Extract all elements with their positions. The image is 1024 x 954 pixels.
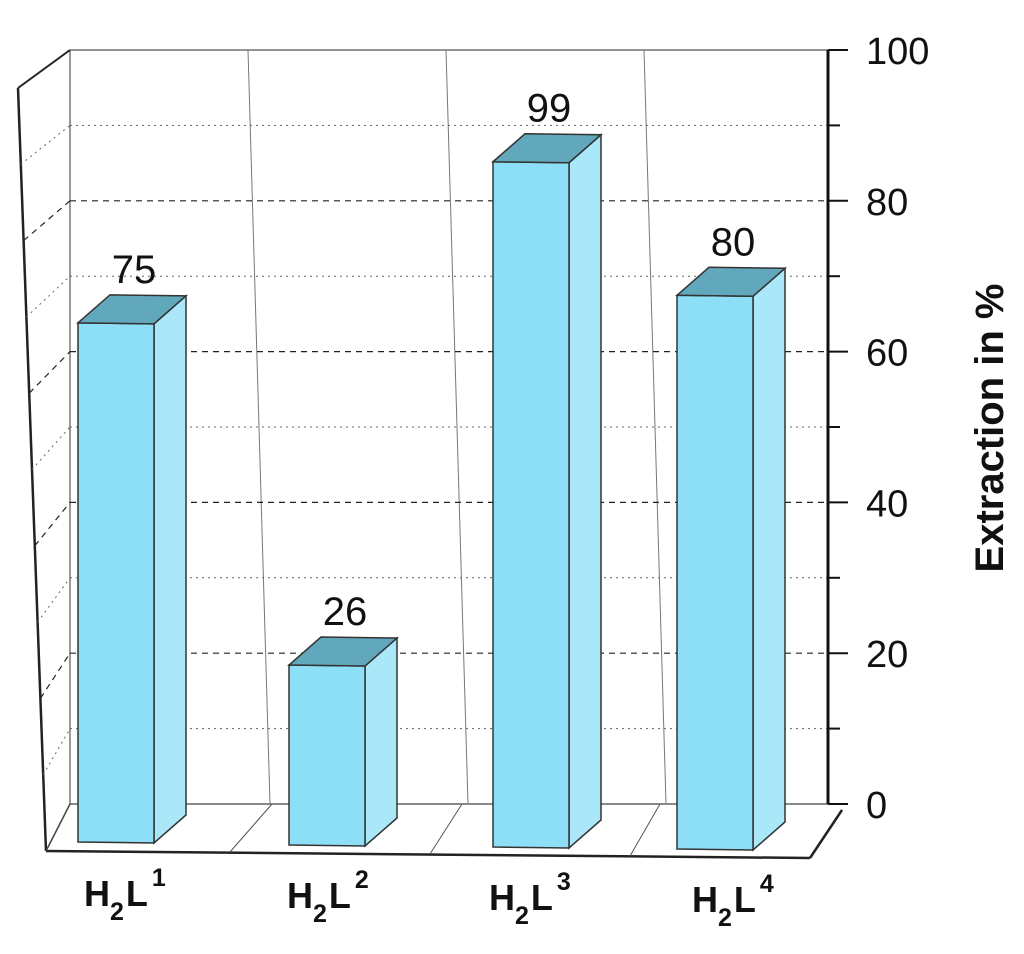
category-label-l: L	[734, 879, 756, 920]
category-label-subscript: 2	[515, 902, 529, 930]
minor-gridline-left-wall	[26, 275, 71, 318]
major-gridline-left-wall	[34, 502, 71, 547]
category-label-subscript: 2	[718, 904, 732, 932]
floor-separator	[229, 803, 273, 853]
minor-gridline-left-wall	[42, 728, 71, 775]
left-wall-top-edge	[17, 49, 71, 89]
y-tick-label: 0	[866, 785, 887, 827]
back-wall-separator	[643, 49, 667, 805]
bar-2: 26	[287, 590, 399, 848]
data-label: 26	[323, 590, 368, 634]
category-label-l: L	[126, 873, 148, 914]
bar-front-face	[288, 664, 366, 847]
category-label-superscript: 3	[557, 868, 571, 896]
minor-gridline-left-wall	[37, 577, 71, 623]
y-axis: 0 20 40 60 80 100	[826, 31, 929, 827]
bar-side-face	[153, 294, 187, 845]
bar-top-face	[76, 294, 188, 325]
category-label: H2L 2	[287, 866, 369, 928]
bar-front-face	[676, 294, 754, 851]
floor-separator	[629, 803, 661, 857]
bar-top-face	[675, 266, 787, 298]
bar-front-face	[492, 160, 570, 849]
category-label-h: H	[84, 873, 110, 914]
floor-right-edge	[808, 809, 844, 859]
category-label: H2L 4	[692, 870, 774, 932]
category-label-h: H	[692, 879, 718, 920]
floor-left-edge	[45, 803, 71, 852]
back-wall-separator	[247, 49, 271, 805]
y-tick-label: 60	[866, 333, 908, 375]
category-label-l: L	[531, 877, 553, 918]
category-label-superscript: 4	[760, 870, 774, 898]
major-gridline-left-wall	[39, 652, 71, 699]
category-label-h: H	[489, 877, 515, 918]
y-tick-label: 20	[866, 634, 908, 676]
y-axis-title: Extraction in %	[968, 284, 1012, 573]
data-label: 75	[112, 248, 157, 292]
minor-gridline-left-wall	[20, 125, 71, 165]
y-tick-label: 80	[866, 182, 908, 224]
category-label-subscript: 2	[110, 898, 124, 926]
category-label-h: H	[287, 875, 313, 916]
data-label: 80	[711, 220, 756, 264]
minor-gridline-left-wall	[31, 426, 71, 470]
bar-front-face	[77, 322, 155, 844]
bars: 75 26 99 80	[76, 87, 787, 852]
category-label-subscript: 2	[313, 900, 327, 928]
category-label-l: L	[329, 875, 351, 916]
y-tick-label: 100	[866, 31, 929, 73]
floor-separator	[429, 803, 463, 855]
bar-top-face	[491, 132, 603, 164]
category-labels: H2L 1 H2L 2 H2L 3 H2L 4	[84, 864, 774, 932]
bar-top-face	[287, 636, 399, 667]
bar-side-face	[752, 266, 786, 852]
bar-3: 99	[491, 87, 603, 850]
category-label: H2L 3	[489, 868, 571, 930]
back-wall-separator	[445, 49, 469, 805]
major-gridline-left-wall	[28, 351, 71, 394]
major-gridline-left-wall	[23, 200, 71, 242]
bar-side-face	[364, 636, 398, 848]
category-label-superscript: 1	[152, 864, 166, 892]
y-tick-label: 40	[866, 483, 908, 525]
category-label: H2L 1	[84, 864, 166, 926]
bar-side-face	[568, 133, 602, 850]
category-label-superscript: 2	[355, 866, 369, 894]
data-label: 99	[527, 87, 572, 131]
bar-4: 80	[675, 220, 787, 852]
bar-1: 75	[76, 248, 188, 845]
floor-front-edge	[45, 849, 811, 860]
